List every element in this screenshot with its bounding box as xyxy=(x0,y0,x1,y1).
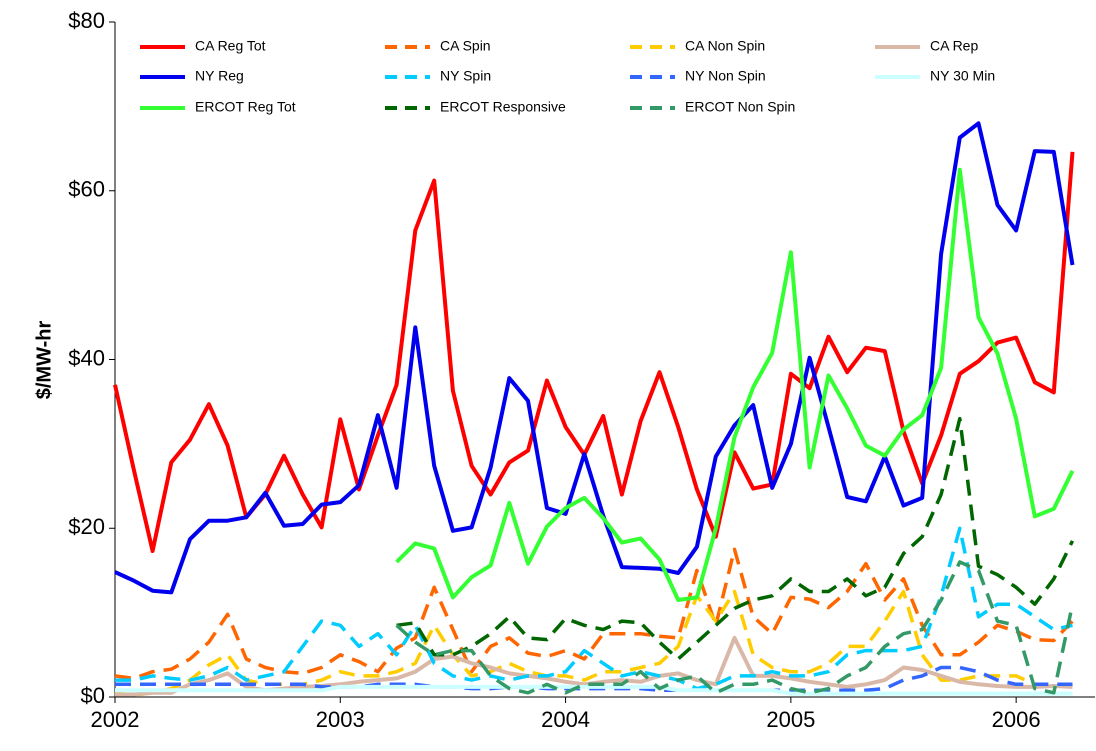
y-tick-label: $80 xyxy=(68,8,105,33)
legend-label: NY 30 Min xyxy=(930,68,995,84)
x-tick-label: 2005 xyxy=(766,707,815,732)
x-tick-label: 2003 xyxy=(316,707,365,732)
y-tick-label: $40 xyxy=(68,345,105,370)
legend-label: CA Spin xyxy=(440,38,491,54)
y-tick-label: $0 xyxy=(81,683,105,708)
series-line xyxy=(395,167,1075,602)
x-tick-label: 2002 xyxy=(91,707,140,732)
x-tick-label: 2004 xyxy=(541,707,590,732)
x-tick-label: 2006 xyxy=(992,707,1041,732)
series-line xyxy=(396,416,1075,661)
legend-label: NY Spin xyxy=(440,68,491,84)
legend-label: CA Reg Tot xyxy=(195,38,266,54)
series-line xyxy=(114,121,1075,595)
legend-label: ERCOT Responsive xyxy=(440,99,566,115)
series-line xyxy=(114,589,1073,698)
series-line xyxy=(114,547,1074,681)
legend-label: NY Reg xyxy=(195,68,244,84)
legend-label: NY Non Spin xyxy=(685,68,766,84)
legend-label: ERCOT Reg Tot xyxy=(195,99,296,115)
series-line xyxy=(115,526,1073,691)
y-axis-label: $/MW-hr xyxy=(33,321,55,400)
y-tick-label: $20 xyxy=(68,514,105,539)
series-line xyxy=(113,151,1075,553)
y-tick-label: $60 xyxy=(68,177,105,202)
legend-label: CA Non Spin xyxy=(685,38,765,54)
legend-label: CA Rep xyxy=(930,38,978,54)
series-line xyxy=(115,684,1073,696)
series-line xyxy=(395,560,1075,695)
legend-label: ERCOT Non Spin xyxy=(685,99,795,115)
